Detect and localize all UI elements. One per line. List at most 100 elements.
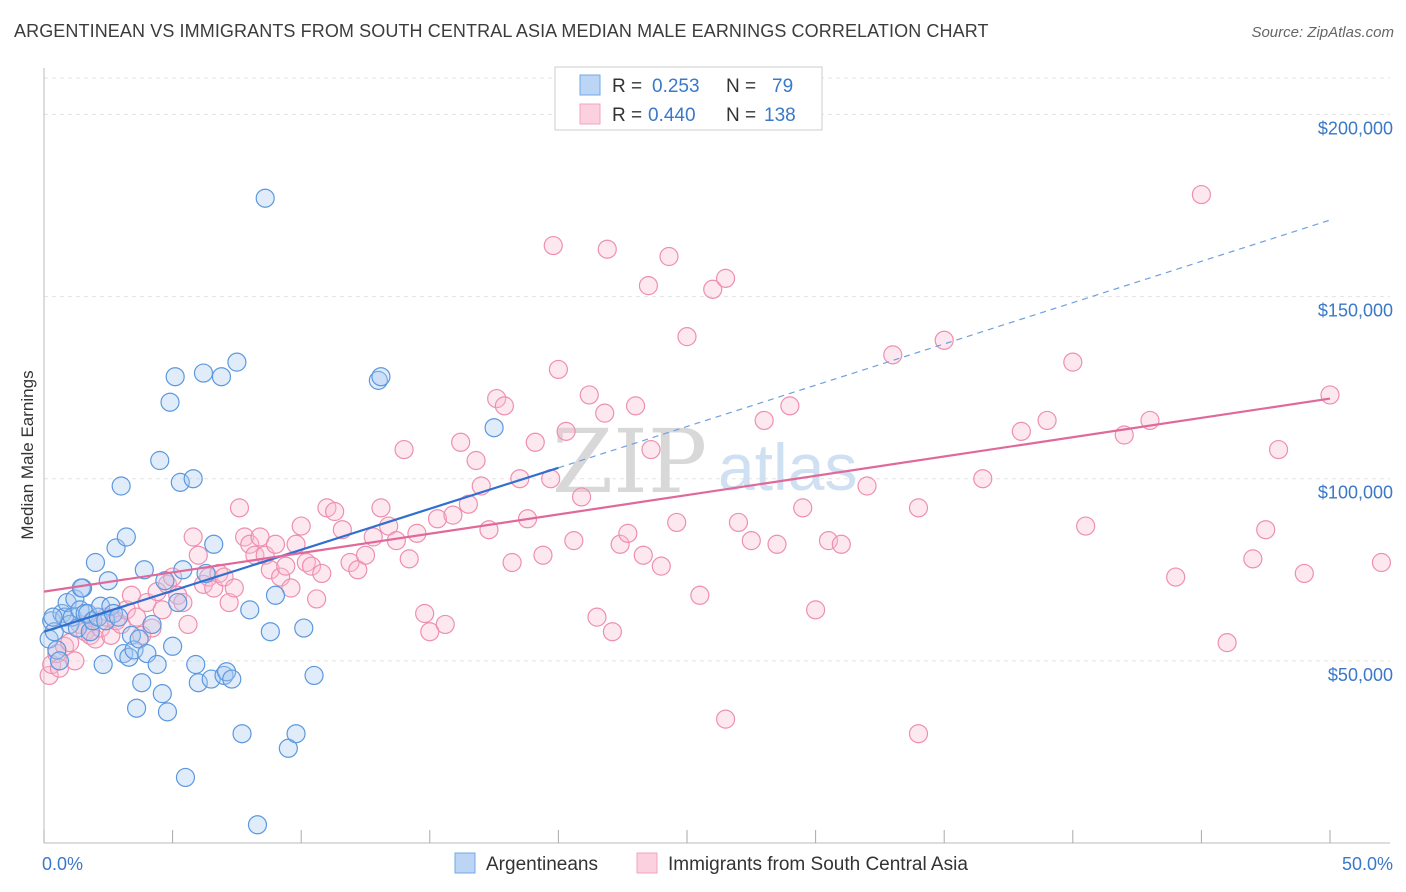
immigrants-point-118 bbox=[934, 330, 954, 350]
immigrants-point-114 bbox=[831, 534, 851, 554]
grid-lines bbox=[44, 77, 1390, 662]
immigrants-point-60 bbox=[355, 545, 376, 565]
immigrants-point-104 bbox=[703, 279, 723, 299]
watermark-atlas: atlas bbox=[718, 430, 857, 504]
immigrants-point-117 bbox=[908, 498, 929, 518]
immigrants-point-16 bbox=[116, 600, 136, 620]
argentineans-point-30 bbox=[116, 527, 136, 547]
immigrants-point-66 bbox=[399, 549, 419, 569]
argentineans-point-64 bbox=[232, 724, 252, 744]
immigrants-point-70 bbox=[427, 509, 448, 529]
legend: R = 0.253 N = 79 R = 0.440 N = 138 bbox=[554, 66, 823, 131]
argentineans-point-29 bbox=[114, 643, 134, 664]
immigrants-point-30 bbox=[188, 545, 208, 565]
immigrants-point-121 bbox=[1037, 410, 1057, 431]
legend-n-label-2: N = bbox=[726, 105, 756, 126]
argentineans-point-53 bbox=[186, 654, 206, 675]
immigrants-point-42 bbox=[250, 527, 270, 547]
immigrants-point-108 bbox=[754, 410, 774, 431]
immigrants-point-115 bbox=[857, 476, 877, 496]
immigrants-point-53 bbox=[307, 589, 327, 609]
immigrants-point-132 bbox=[1320, 385, 1340, 405]
argentineans-point-39 bbox=[142, 614, 162, 635]
immigrants-point-80 bbox=[502, 552, 522, 573]
immigrants-point-69 bbox=[420, 622, 440, 642]
immigrants-point-88 bbox=[564, 531, 584, 551]
immigrants-point-141 bbox=[1076, 516, 1096, 536]
immigrants-point-126 bbox=[1191, 184, 1212, 205]
argentineans-point-57 bbox=[201, 669, 221, 689]
immigrants-point-29 bbox=[183, 527, 203, 547]
argentineans-point-51 bbox=[175, 767, 196, 788]
argentineans-point-43 bbox=[155, 571, 175, 591]
legend-swatch-immigrants bbox=[579, 103, 601, 125]
immigrants-point-91 bbox=[587, 607, 607, 627]
argentineans-point-49 bbox=[170, 472, 190, 492]
immigrants-point-95 bbox=[618, 523, 638, 543]
immigrants-point-130 bbox=[1268, 439, 1289, 460]
immigrants-point-38 bbox=[229, 498, 250, 518]
source-note: Source: ZipAtlas.com bbox=[1251, 24, 1394, 41]
immigrants-point-23 bbox=[152, 600, 172, 620]
legend-n-label-1: N = bbox=[726, 76, 756, 97]
immigrants-point-58 bbox=[340, 552, 360, 573]
legend-r-label-2: R = bbox=[612, 105, 642, 126]
argentineans-point-68 bbox=[260, 622, 280, 642]
y-tick-label-0: $50,000 bbox=[1328, 665, 1393, 685]
immigrants-point-75 bbox=[466, 450, 486, 471]
argentineans-point-4 bbox=[49, 651, 70, 671]
argentineans-point-54 bbox=[188, 673, 208, 693]
x-tick-labels: 0.0% 50.0% bbox=[42, 854, 1393, 874]
immigrants-point-84 bbox=[533, 545, 553, 565]
immigrants-point-105 bbox=[715, 709, 736, 729]
bottom-legend-swatch-immigrants bbox=[636, 852, 658, 874]
bottom-legend-label-argentineans: Argentineans bbox=[486, 854, 598, 875]
immigrants-point-28 bbox=[178, 614, 198, 635]
immigrants-point-116 bbox=[883, 345, 903, 365]
immigrants-point-51 bbox=[296, 552, 316, 573]
immigrants-point-111 bbox=[793, 498, 813, 518]
immigrants-point-136 bbox=[543, 235, 563, 256]
argentineans-point-45 bbox=[160, 392, 180, 412]
argentineans-point-37 bbox=[134, 560, 154, 580]
argentineans-point-21 bbox=[93, 654, 113, 675]
immigrants-point-109 bbox=[767, 534, 787, 554]
immigrants-point-36 bbox=[219, 592, 239, 613]
argentineans-point-73 bbox=[304, 665, 324, 686]
legend-r-value-2: 0.440 bbox=[648, 105, 696, 126]
argentineans-point-52 bbox=[183, 469, 203, 489]
immigrants-point-140 bbox=[908, 724, 929, 744]
immigrants-point-90 bbox=[579, 385, 599, 405]
immigrants-point-71 bbox=[435, 614, 455, 635]
immigrants-point-87 bbox=[556, 421, 576, 441]
immigrants-point-101 bbox=[667, 512, 687, 533]
immigrants-point-40 bbox=[240, 534, 260, 554]
immigrants-point-67 bbox=[407, 523, 427, 543]
immigrants-point-81 bbox=[510, 469, 530, 489]
argentineans-point-74 bbox=[368, 370, 388, 390]
argentineans-point-40 bbox=[147, 654, 167, 675]
immigrants-point-138 bbox=[638, 276, 659, 296]
argentineans-point-67 bbox=[255, 188, 275, 208]
immigrants-point-102 bbox=[677, 327, 697, 347]
immigrants-point-94 bbox=[610, 534, 630, 554]
argentineans-point-71 bbox=[286, 724, 306, 744]
argentineans-point-41 bbox=[150, 450, 170, 471]
immigrants-point-79 bbox=[494, 396, 514, 416]
legend-swatch-argentineans bbox=[579, 74, 601, 96]
bottom-legend: Argentineans Immigrants from South Centr… bbox=[454, 852, 968, 875]
immigrants-point-48 bbox=[281, 578, 301, 598]
immigrants-point-112 bbox=[805, 600, 826, 620]
legend-n-value-2: 138 bbox=[764, 105, 796, 126]
immigrants-point-139 bbox=[715, 268, 736, 288]
immigrants-point-129 bbox=[1256, 520, 1276, 540]
immigrants-point-125 bbox=[1166, 567, 1186, 587]
immigrants-point-100 bbox=[659, 246, 679, 267]
immigrants-point-78 bbox=[487, 388, 507, 409]
immigrants-point-73 bbox=[451, 432, 471, 452]
immigrants-point-54 bbox=[312, 563, 332, 584]
bottom-legend-label-immigrants: Immigrants from South Central Asia bbox=[668, 854, 968, 875]
immigrants-point-119 bbox=[973, 469, 993, 489]
argentineans-point-42 bbox=[152, 684, 172, 704]
trend-argentineans-dashed bbox=[558, 219, 1331, 469]
